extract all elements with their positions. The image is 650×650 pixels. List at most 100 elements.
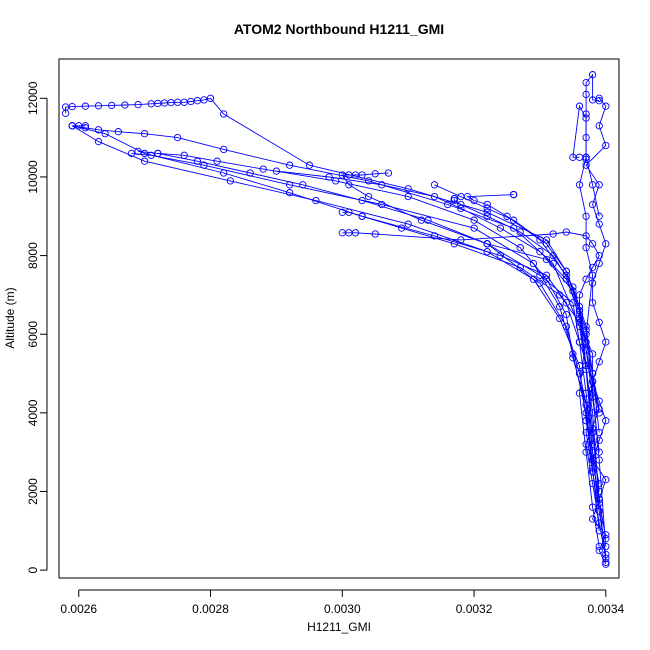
- x-tick-label: 0.0028: [192, 602, 229, 616]
- data-point: [483, 212, 491, 220]
- y-tick-label: 6000: [26, 321, 40, 348]
- plot-frame: [58, 58, 620, 579]
- data-point: [483, 240, 491, 248]
- data-point: [588, 350, 597, 358]
- series-line-4: [72, 125, 600, 512]
- data-point: [173, 133, 182, 142]
- data-point: [470, 196, 478, 205]
- data-point: [562, 228, 570, 236]
- series-line-6: [131, 152, 594, 472]
- data-point: [595, 479, 603, 488]
- data-point: [378, 181, 386, 189]
- data-point: [338, 229, 346, 237]
- data-point: [575, 102, 584, 110]
- data-point: [575, 291, 584, 299]
- data-point: [325, 173, 333, 181]
- data-point: [516, 228, 524, 236]
- data-point: [529, 259, 538, 268]
- data-point: [364, 192, 373, 201]
- data-point: [595, 259, 603, 268]
- data-point: [312, 196, 320, 205]
- data-point: [378, 200, 386, 209]
- data-point: [529, 275, 538, 283]
- data-point: [549, 230, 557, 238]
- data-point: [595, 542, 603, 551]
- data-point: [364, 177, 373, 185]
- series-line-11: [434, 184, 600, 413]
- data-point: [483, 248, 491, 256]
- series-line-7: [157, 152, 600, 531]
- series-line-17: [585, 73, 600, 217]
- data-point: [595, 546, 603, 555]
- data-point: [509, 216, 518, 224]
- series-line-16: [572, 104, 600, 547]
- data-point: [602, 476, 610, 484]
- data-point: [470, 224, 478, 232]
- data-point: [147, 151, 155, 159]
- data-point: [444, 200, 452, 209]
- data-point: [259, 165, 267, 173]
- data-point: [483, 208, 491, 216]
- data-point: [424, 216, 432, 224]
- y-axis: 0 2000 4000 6000 8000 10000 12000: [26, 81, 48, 573]
- data-point: [470, 216, 478, 224]
- data-point: [556, 314, 564, 323]
- data-point: [588, 181, 597, 189]
- data-point: [595, 251, 603, 260]
- data-point: [575, 389, 584, 397]
- data-point: [595, 436, 603, 445]
- data-point: [595, 519, 603, 527]
- data-point: [602, 558, 610, 566]
- data-point: [595, 358, 603, 366]
- y-axis-label: Altitude (m): [3, 287, 17, 348]
- y-tick-label: 8000: [26, 242, 40, 269]
- data-point: [582, 161, 590, 169]
- chart-title: ATOM2 Northbound H1211_GMI: [234, 21, 444, 37]
- data-point: [588, 263, 597, 272]
- data-point: [575, 181, 584, 189]
- data-point: [384, 169, 393, 177]
- data-point: [272, 167, 281, 175]
- data-point: [94, 126, 103, 134]
- data-point: [61, 109, 70, 117]
- y-tick-label: 0: [26, 566, 40, 573]
- data-point: [509, 190, 518, 199]
- data-point: [503, 212, 511, 220]
- data-point: [588, 71, 597, 79]
- data-point: [602, 338, 610, 346]
- data-point: [595, 97, 603, 105]
- data-point: [140, 130, 149, 138]
- data-point: [602, 417, 610, 425]
- data-point: [206, 94, 215, 102]
- data-point: [602, 240, 610, 248]
- series-line-8: [138, 150, 600, 484]
- x-tick-label: 0.0026: [60, 602, 97, 616]
- data-point: [588, 515, 597, 523]
- data-point: [588, 200, 597, 209]
- series-layer: [61, 71, 610, 568]
- data-point: [595, 495, 603, 504]
- data-point: [582, 110, 590, 118]
- data-point: [595, 507, 603, 515]
- data-point: [285, 189, 294, 197]
- data-point: [404, 185, 412, 193]
- x-tick-label: 0.0034: [587, 602, 624, 616]
- data-point: [220, 110, 228, 118]
- data-point: [562, 310, 570, 319]
- data-point: [582, 78, 590, 87]
- data-point: [595, 212, 603, 220]
- y-tick-label: 12000: [26, 81, 40, 115]
- data-point: [94, 102, 103, 110]
- data-point: [140, 149, 149, 158]
- data-point: [595, 428, 603, 437]
- data-point: [595, 94, 603, 102]
- data-point: [134, 147, 142, 156]
- data-point: [371, 170, 379, 178]
- data-point: [516, 244, 524, 252]
- data-point: [285, 161, 294, 169]
- data-point: [81, 122, 90, 130]
- data-point: [575, 322, 584, 331]
- data-point: [582, 330, 590, 338]
- data-point: [483, 200, 491, 209]
